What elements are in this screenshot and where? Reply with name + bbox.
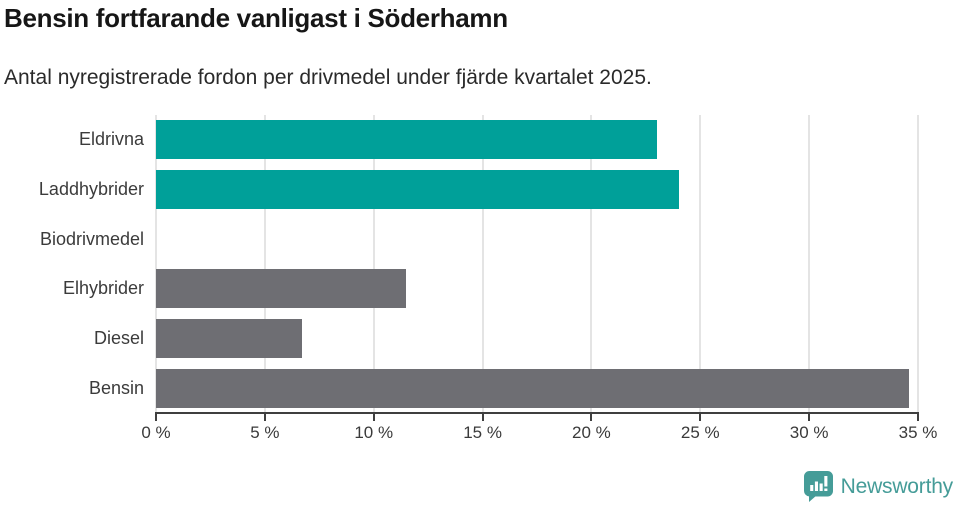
category-label-eldrivna: Eldrivna: [78, 129, 144, 150]
bar-rows: Eldrivna Laddhybrider Biodrivmedel Elhyb…: [0, 115, 918, 413]
axis-tick-label: 0 %: [141, 423, 171, 442]
axis-tick: [155, 414, 157, 421]
bar-track: [156, 319, 918, 359]
brand-label: Newsworthy: [840, 474, 954, 498]
bar-track: [156, 220, 918, 259]
axis-tick-label: 30 %: [789, 423, 829, 442]
grid-layer: [155, 115, 919, 413]
gridline: [155, 115, 157, 413]
bar-row-elhybrider: Elhybrider: [0, 264, 918, 314]
gridline: [481, 115, 484, 413]
axis-tick-label: 5 %: [250, 423, 280, 442]
category-label-laddhybrider: Laddhybrider: [38, 179, 144, 199]
bar-row-diesel: Diesel: [0, 314, 918, 364]
axis-tick: [263, 414, 266, 421]
gridline: [808, 115, 811, 413]
bar-eldrivna: [156, 120, 657, 160]
chart-area: Eldrivna Laddhybrider Biodrivmedel Elhyb…: [0, 115, 919, 413]
axis-tick-label: 20 %: [572, 423, 611, 442]
axis-tick: [372, 414, 375, 421]
xaxis-labels: 0 % 5 % 10 % 15 % 20 % 25 % 30 % 35 %: [141, 423, 937, 445]
bar-track: [156, 120, 918, 160]
bar-elhybrider: [156, 269, 407, 309]
bar-row-biodrivmedel: Biodrivmedel: [0, 214, 918, 264]
chart-title: Bensin fortfarande vanligast i Söderhamn: [4, 3, 508, 33]
axis-tick-label: 25 %: [680, 423, 720, 442]
newsworthy-brand: Newsworthy: [803, 471, 954, 502]
category-label-biodrivmedel: Biodrivmedel: [39, 228, 144, 249]
gridline: [372, 115, 375, 413]
bar-laddhybrider: [156, 170, 679, 209]
bar-row-bensin: Bensin: [0, 363, 918, 413]
axis-tick: [590, 414, 593, 421]
x-axis-line: [155, 412, 919, 414]
bar-track: [156, 269, 918, 309]
axis-tick: [808, 414, 811, 421]
newsworthy-bar-chart-speech-bubble-icon: [803, 471, 833, 502]
tick-layer: [155, 414, 919, 422]
axis-tick: [699, 414, 702, 421]
category-label-diesel: Diesel: [93, 328, 144, 349]
bar-track: [156, 368, 918, 408]
axis-tick: [481, 414, 484, 421]
gridline: [590, 115, 593, 413]
axis-tick-label: 15 %: [463, 423, 502, 442]
gridline: [263, 115, 266, 413]
axis-tick-label: 10 %: [354, 423, 394, 442]
gridline: [917, 115, 919, 413]
chart-subtitle: Antal nyregistrerade fordon per drivmede…: [4, 66, 652, 89]
category-label-elhybrider: Elhybrider: [62, 278, 144, 299]
gridline: [699, 115, 702, 413]
bar-bensin: [156, 368, 910, 408]
bar-row-laddhybrider: Laddhybrider: [0, 165, 918, 215]
category-label-bensin: Bensin: [88, 377, 144, 398]
bar-diesel: [156, 319, 302, 359]
axis-tick: [917, 414, 919, 421]
bar-track: [156, 170, 918, 209]
axis-tick-label: 35 %: [898, 423, 938, 442]
bar-row-eldrivna: Eldrivna: [0, 115, 918, 165]
